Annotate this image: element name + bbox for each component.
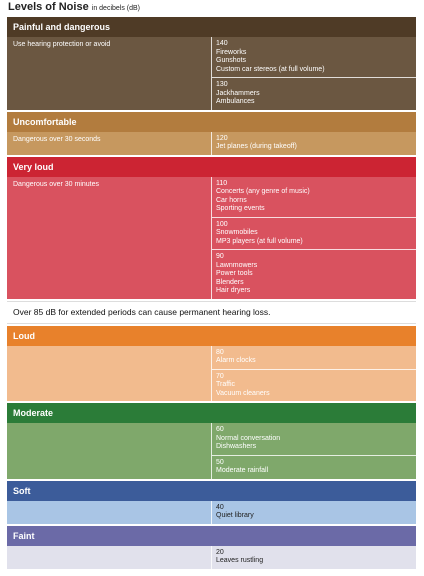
levels: 140 Fireworks Gunshots Custom car stereos (… (211, 37, 416, 110)
source: Ambulances (216, 98, 255, 105)
level: 130 Jackhammers Ambulances (212, 77, 416, 110)
subtitle: in decibels (dB) (91, 5, 141, 12)
section-title: Painful and dangerous (7, 17, 416, 37)
levels: 20 Leaves rustling (211, 545, 416, 569)
section-body: Dangerous over 30 seconds 120 Jet planes (… (7, 131, 416, 155)
section-title: Soft (7, 480, 416, 501)
source: Quiet library (216, 512, 254, 519)
decibel: 50 (216, 458, 224, 466)
section-body: 40 Quiet library (7, 500, 416, 524)
section-body: Use hearing protection or avoid 140 Firewo… (7, 37, 416, 110)
section-note: Dangerous over 30 seconds (13, 135, 101, 143)
level: 20 Leaves rustling (212, 546, 416, 569)
source: Car horns (216, 196, 247, 204)
noise-table: Painful and dangerous Use hearing protect… (7, 17, 416, 571)
section-body: 20 Leaves rustling (7, 545, 416, 569)
section-title: Loud (7, 325, 416, 346)
title-text: Levels of Noise (8, 1, 89, 13)
section-title: Very loud (7, 156, 416, 177)
decibel: 140 (216, 40, 228, 47)
level: 60 Normal conversation Dishwashers (212, 423, 416, 455)
decibel: 110 (216, 179, 228, 187)
decibel: 20 (216, 548, 224, 556)
decibel: 130 (216, 81, 228, 88)
source: Normal conversation (216, 434, 281, 442)
level: 80 Alarm clocks (212, 346, 416, 369)
source: Concerts (any genre of music) (216, 188, 310, 195)
section-note-empty (7, 501, 211, 524)
source: MP3 players (at full volume) (216, 237, 303, 245)
source: Leaves rustling (216, 557, 264, 564)
level: 70 Traffic Vacuum cleaners (212, 368, 416, 402)
source: Blenders (216, 278, 244, 286)
section: Faint 20 Leaves rustling (7, 525, 416, 569)
levels: 60 Normal conversation Dishwashers 50 Modera… (211, 423, 416, 479)
section-body: 60 Normal conversation Dishwashers 50 Modera… (7, 423, 416, 479)
levels: 80 Alarm clocks 70 Traffic Vacuum cleaners (211, 345, 416, 402)
decibel: 120 (216, 134, 228, 142)
level: 90 Lawnmowers Power tools Blenders Hair drye… (212, 249, 416, 299)
section-title: Faint (7, 525, 416, 546)
levels: 120 Jet planes (during takeoff) (211, 131, 416, 155)
source: Power tools (216, 270, 253, 277)
level: 120 Jet planes (during takeoff) (212, 132, 416, 155)
level: 140 Fireworks Gunshots Custom car stereos (… (212, 37, 416, 77)
level: 100 Snowmobiles MP3 players (at full volum… (212, 216, 416, 250)
section-note: Use hearing protection or avoid (13, 41, 111, 48)
section-note-empty (7, 423, 211, 479)
section: Painful and dangerous Use hearing protect… (7, 17, 416, 110)
source: Jackhammers (216, 89, 260, 97)
decibel: 100 (216, 220, 228, 228)
source: Vacuum cleaners (216, 389, 270, 397)
levels: 110 Concerts (any genre of music) Car horn… (211, 176, 416, 299)
source: Lawnmowers (216, 261, 258, 269)
source: Dishwashers (216, 443, 257, 450)
decibel: 40 (216, 503, 224, 511)
source: Hair dryers (216, 287, 251, 294)
source: Traffic (216, 381, 236, 388)
levels: 40 Quiet library (211, 500, 416, 524)
source: Jet planes (during takeoff) (216, 143, 297, 150)
section: Uncomfortable Dangerous over 30 seconds 12… (7, 111, 416, 155)
source: Alarm clocks (216, 357, 256, 364)
section-note: Dangerous over 30 minutes (13, 180, 99, 188)
source: Sporting events (216, 205, 265, 212)
section-body: Dangerous over 30 minutes 110 Concerts (an… (7, 176, 416, 299)
section: Soft 40 Quiet library (7, 480, 416, 524)
decibel: 80 (216, 348, 224, 356)
section: Very loud Dangerous over 30 minutes 110 Con… (7, 156, 416, 299)
section-note-empty (7, 346, 211, 402)
level: 110 Concerts (any genre of music) Car horn… (212, 177, 416, 217)
decibel: 90 (216, 253, 224, 260)
level: 50 Moderate rainfall (212, 454, 416, 479)
source: Gunshots (216, 57, 246, 64)
decibel: 70 (216, 372, 224, 380)
source: Fireworks (216, 48, 247, 56)
source: Snowmobiles (216, 229, 258, 236)
warning: Over 85 dB for extended periods can caus… (7, 300, 416, 324)
section: Moderate 60 Normal conversation Dishwashers… (7, 403, 416, 479)
title: Levels of Noise in decibels (dB) (8, 1, 140, 13)
section-title: Moderate (7, 403, 416, 423)
section-body: 80 Alarm clocks 70 Traffic Vacuum cleaners (7, 345, 416, 402)
section-title: Uncomfortable (7, 111, 416, 132)
decibel: 60 (216, 426, 224, 433)
section-note-empty (7, 546, 211, 569)
section: Loud 80 Alarm clocks 70 Traffic Vacuum cleane… (7, 325, 416, 402)
source: Moderate rainfall (216, 467, 269, 474)
level: 40 Quiet library (212, 501, 416, 524)
source: Custom car stereos (at full volume) (216, 65, 325, 73)
